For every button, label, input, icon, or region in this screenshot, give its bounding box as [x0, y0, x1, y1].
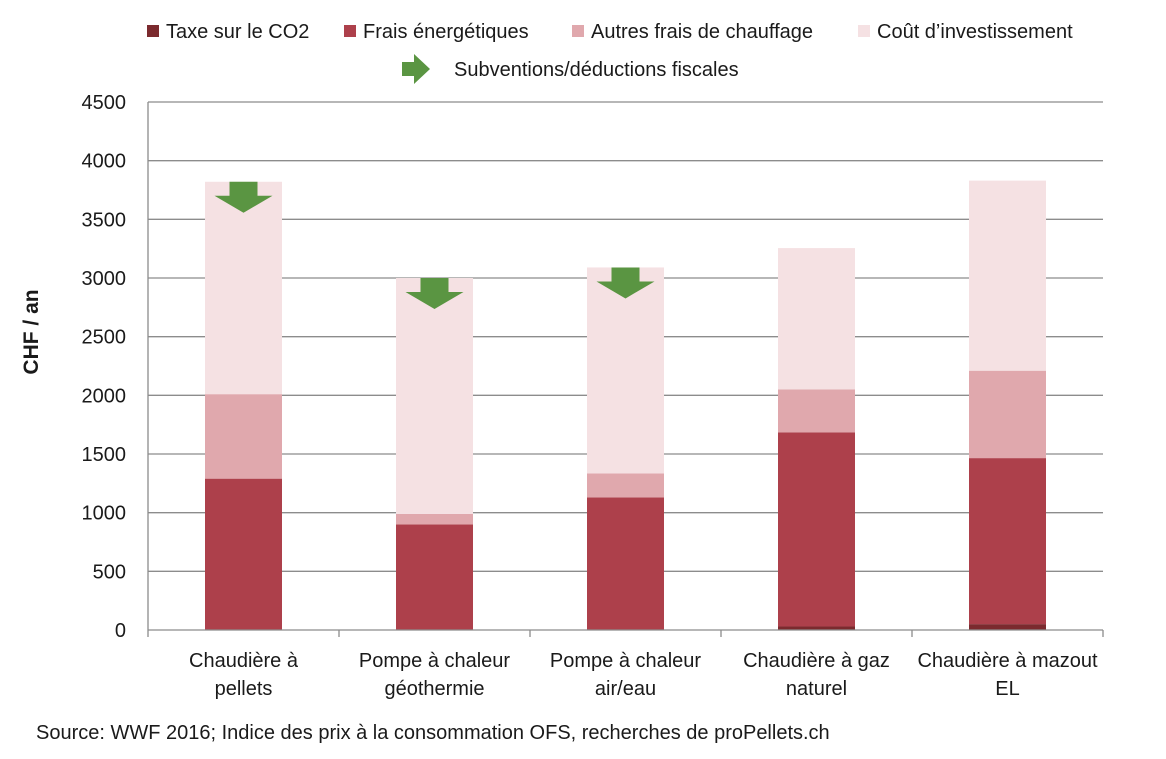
source-note: Source: WWF 2016; Indice des prix à la c…: [36, 722, 830, 744]
legend-label: Frais énergétiques: [363, 21, 529, 43]
legend-label: Autres frais de chauffage: [591, 21, 813, 43]
bar-segment: [587, 267, 664, 474]
x-category-label: EL: [995, 678, 1019, 700]
bars: [205, 180, 1046, 630]
y-tick-label: 0: [115, 620, 126, 642]
y-tick-label: 4500: [82, 92, 127, 114]
bar-segment: [778, 389, 855, 433]
legend-swatch: [147, 25, 159, 37]
subsidy-arrow-icon: [405, 278, 464, 309]
bar-segment: [396, 524, 473, 630]
subsidy-arrow-icon: [214, 181, 273, 213]
legend-label: Coût d’investissement: [877, 21, 1073, 43]
bar-segment: [778, 432, 855, 627]
y-axis-ticks: 0 500 1000 1500 2000 2500 3000 3500 4000 4500: [82, 92, 127, 642]
subsidy-markers: [214, 181, 655, 309]
legend-swatch: [344, 25, 356, 37]
x-category-label: Pompe à chaleur: [359, 650, 511, 672]
bar-segment: [969, 370, 1046, 459]
bar-segment: [969, 624, 1046, 630]
y-tick-label: 1500: [82, 444, 127, 466]
legend-label: Taxe sur le CO2: [166, 21, 309, 43]
bar-segment: [778, 248, 855, 390]
bar-segment: [969, 180, 1046, 371]
bar-segment: [205, 478, 282, 630]
bar-segment: [587, 473, 664, 498]
y-tick-label: 1000: [82, 503, 127, 525]
bar-segment: [205, 181, 282, 395]
bar-segment: [396, 278, 473, 514]
bar-segment: [969, 458, 1046, 625]
legend-label: Subventions/déductions fiscales: [454, 59, 739, 81]
bar-segment: [396, 513, 473, 525]
x-category-label: Chaudière à gaz: [743, 650, 890, 672]
x-category-label: air/eau: [595, 678, 656, 700]
y-axis-label: CHF / an: [20, 289, 43, 374]
legend-arrow-icon: [402, 54, 430, 84]
x-category-label: naturel: [786, 678, 847, 700]
subsidy-arrow-icon: [596, 267, 655, 299]
y-tick-label: 500: [93, 561, 126, 583]
y-tick-label: 3500: [82, 209, 127, 231]
x-category-label: Chaudière à mazout: [917, 650, 1098, 672]
y-tick-label: 2500: [82, 327, 127, 349]
y-tick-label: 3000: [82, 268, 127, 290]
legend-swatch: [572, 25, 584, 37]
y-tick-label: 4000: [82, 151, 127, 173]
x-category-label: Pompe à chaleur: [550, 650, 702, 672]
legend: Taxe sur le CO2 Frais énergétiques Autres …: [147, 21, 1073, 84]
bar-segment: [587, 497, 664, 630]
x-category-label: géothermie: [384, 678, 484, 700]
bar-segment: [778, 626, 855, 630]
y-tick-label: 2000: [82, 385, 127, 407]
bar-segment: [205, 394, 282, 479]
legend-swatch: [858, 25, 870, 37]
x-category-label: pellets: [215, 678, 273, 700]
x-category-label: Chaudière à: [189, 650, 299, 672]
x-axis: Chaudière à pellets Pompe à chaleur géother…: [147, 102, 1104, 700]
